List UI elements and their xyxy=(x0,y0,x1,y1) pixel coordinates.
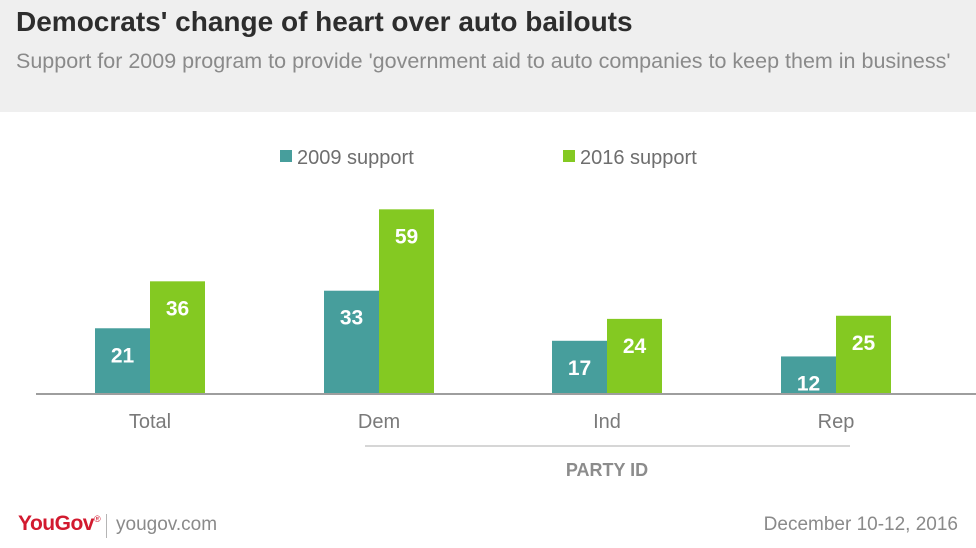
legend-label-2016: 2016 support xyxy=(580,147,697,169)
category-label-rep: Rep xyxy=(818,411,855,433)
legend: 2009 support 2016 support xyxy=(280,147,697,169)
category-label-ind: Ind xyxy=(593,411,621,433)
bar-total-2016 xyxy=(150,281,205,394)
bar-ind-2009 xyxy=(552,340,607,394)
legend-label-2009: 2009 support xyxy=(297,147,414,169)
bar-rep-2016 xyxy=(836,315,891,394)
bar-total-2009 xyxy=(95,328,150,394)
legend-swatch-2016 xyxy=(563,150,575,162)
bar-value-dem-2009: 33 xyxy=(340,307,363,330)
bar-dem-2016 xyxy=(379,209,434,394)
category-labels: Total Dem Ind Rep xyxy=(129,411,854,433)
bar-value-rep-2016: 25 xyxy=(852,332,876,355)
bars xyxy=(95,209,891,394)
legend-swatch-2009 xyxy=(280,150,292,162)
chart-subtitle: Support for 2009 program to provide 'gov… xyxy=(16,49,951,73)
yougov-logo: YouGov® xyxy=(18,512,101,536)
category-label-dem: Dem xyxy=(358,411,400,433)
bar-value-rep-2009: 12 xyxy=(797,372,820,395)
bar-dem-2009 xyxy=(324,290,379,394)
bar-value-labels: 21 36 33 59 17 24 12 25 xyxy=(111,225,876,395)
party-id-label: PARTY ID xyxy=(566,460,648,480)
bar-value-ind-2009: 17 xyxy=(568,357,591,380)
footer-date: December 10-12, 2016 xyxy=(763,514,958,535)
header-band: Democrats' change of heart over auto bai… xyxy=(0,0,976,112)
bar-value-total-2016: 36 xyxy=(166,297,189,320)
bar-value-ind-2016: 24 xyxy=(623,335,647,358)
bar-ind-2016 xyxy=(607,318,662,394)
footer-divider xyxy=(106,514,107,538)
bar-value-dem-2016: 59 xyxy=(395,225,418,248)
registered-mark: ® xyxy=(93,514,101,524)
logo-text: YouGov xyxy=(18,512,94,535)
footer-url[interactable]: yougov.com xyxy=(116,514,218,535)
chart-title: Democrats' change of heart over auto bai… xyxy=(16,6,633,37)
bar-rep-2009 xyxy=(781,356,836,394)
category-label-total: Total xyxy=(129,411,171,433)
bar-value-total-2009: 21 xyxy=(111,344,135,367)
